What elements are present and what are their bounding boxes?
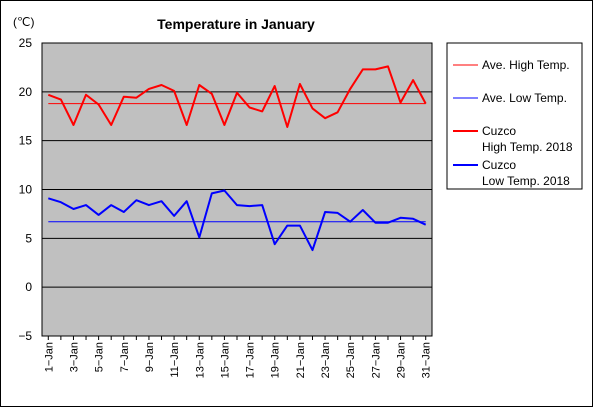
x-tick-label: 1−Jan xyxy=(43,342,55,372)
series-line-4 xyxy=(48,189,427,252)
y-tick-label: −5 xyxy=(18,329,32,343)
x-tick-label: 29−Jan xyxy=(396,342,408,378)
series-layer xyxy=(47,65,427,252)
y-tick-label: 10 xyxy=(19,183,33,197)
x-tick-label: 27−Jan xyxy=(370,342,382,378)
legend-label: Ave. Low Temp. xyxy=(482,91,567,105)
legend: Ave. High Temp. Ave. Low Temp. Cuzco High T… xyxy=(453,58,573,188)
x-tick-label: 15−Jan xyxy=(219,342,231,378)
legend-label: Ave. High Temp. xyxy=(482,58,570,72)
legend-label: High Temp. 2018 xyxy=(482,140,573,154)
y-tick-label: 5 xyxy=(25,231,32,245)
x-tick-label: 3−Jan xyxy=(68,342,80,372)
x-tick-label: 19−Jan xyxy=(270,342,282,378)
y-tick-label: 25 xyxy=(19,36,33,50)
x-tick-label: 9−Jan xyxy=(144,342,156,372)
x-axis: 1−Jan 3−Jan 5−Jan 7−Jan 9−Jan 11−Jan 13−Jan 15−… xyxy=(43,336,433,378)
unit-label: (℃) xyxy=(13,15,34,29)
y-tick-label: 15 xyxy=(19,134,33,148)
x-tick-label: 5−Jan xyxy=(94,342,106,372)
x-tick-label: 17−Jan xyxy=(245,342,257,378)
x-tick-label: 23−Jan xyxy=(320,342,332,378)
x-tick-label: 31−Jan xyxy=(421,342,433,378)
y-axis: 25 20 15 10 5 0 −5 xyxy=(18,36,32,343)
legend-label: Cuzco xyxy=(482,124,516,138)
x-tick-label: 11−Jan xyxy=(169,342,181,378)
chart-title: Temperature in January xyxy=(157,16,315,32)
x-tick-label: 7−Jan xyxy=(119,342,131,372)
legend-label: Low Temp. 2018 xyxy=(482,174,570,188)
x-tick-label: 21−Jan xyxy=(295,342,307,378)
y-tick-label: 0 xyxy=(25,280,32,294)
y-tick-label: 20 xyxy=(19,85,33,99)
series-line-3 xyxy=(47,65,427,128)
gridlines xyxy=(42,91,432,288)
x-tick-label: 13−Jan xyxy=(194,342,206,378)
x-tick-label: 25−Jan xyxy=(345,342,357,378)
legend-label: Cuzco xyxy=(482,158,516,172)
